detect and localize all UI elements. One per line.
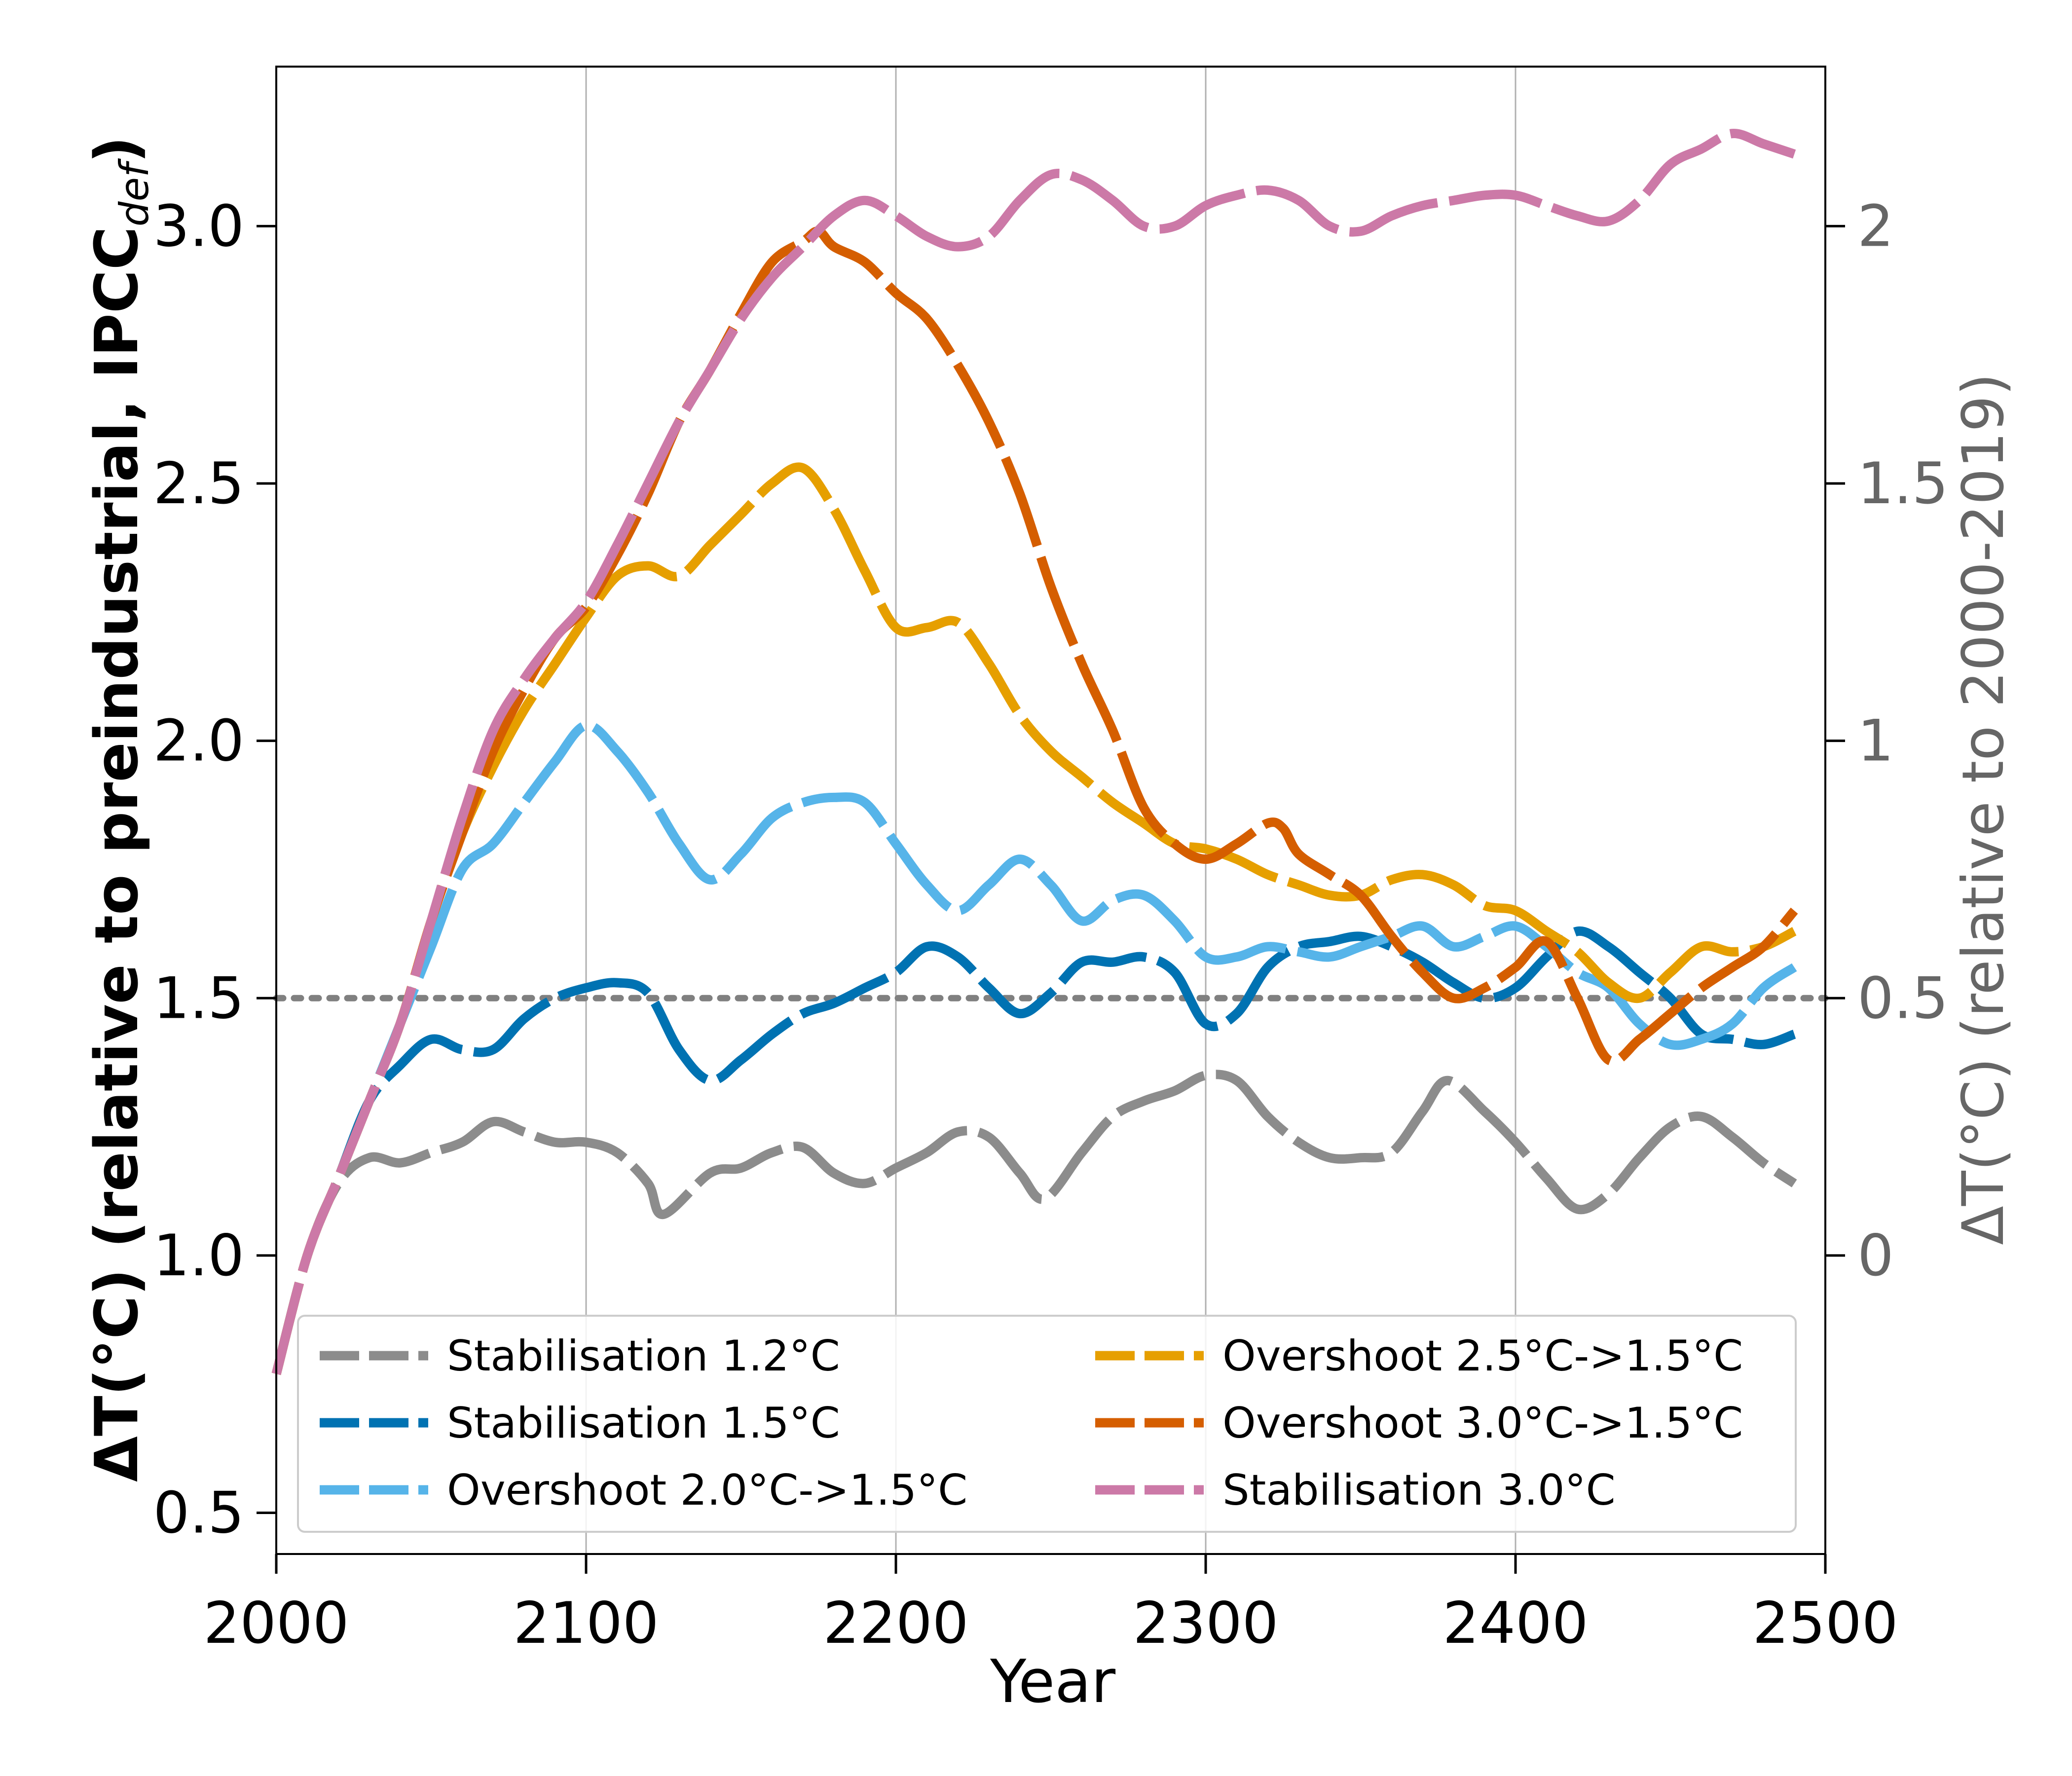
y-right-axis-ticks: 0 0.5 1 1.5 2 xyxy=(1825,193,1948,1289)
legend-label: Overshoot 3.0°C->1.5°C xyxy=(1222,1399,1743,1448)
y-left-tick-label: 1.0 xyxy=(153,1222,244,1289)
x-axis-ticks: 2000 2100 2200 2300 2400 2500 xyxy=(203,1554,1898,1657)
y-left-tick-label: 3.0 xyxy=(153,193,244,259)
plot-frame xyxy=(275,66,1826,1555)
y-right-axis-label: ΔT(°C) (relative to 2000-2019) xyxy=(1950,373,2017,1245)
y-left-tick-label: 0.5 xyxy=(153,1480,244,1547)
legend-label: Overshoot 2.5°C->1.5°C xyxy=(1222,1332,1743,1381)
legend-box xyxy=(297,1315,1797,1533)
y-left-tick-label: 2.0 xyxy=(153,708,244,775)
x-tick-label: 2200 xyxy=(823,1590,968,1657)
y-left-tick-label: 1.5 xyxy=(153,965,244,1032)
x-tick-label: 2500 xyxy=(1752,1590,1898,1657)
x-axis-label: Year xyxy=(990,1648,1116,1716)
y-left-axis-label: ΔT(°C) (relative to preindustrial, IPCCd… xyxy=(83,136,157,1482)
legend-label: Stabilisation 1.5°C xyxy=(447,1399,840,1448)
y-right-tick-label: 2 xyxy=(1857,193,1894,259)
grid xyxy=(585,67,1517,1554)
x-tick-label: 2100 xyxy=(513,1590,659,1657)
x-tick-label: 2000 xyxy=(203,1590,349,1657)
x-tick-label: 2400 xyxy=(1443,1590,1588,1657)
y-right-tick-label: 1 xyxy=(1857,708,1894,775)
legend-label: Stabilisation 1.2°C xyxy=(447,1332,840,1381)
legend-label: Stabilisation 3.0°C xyxy=(1222,1466,1616,1515)
y-left-axis-ticks: 0.5 1.0 1.5 2.0 2.5 3.0 xyxy=(153,193,276,1547)
series-line-1 xyxy=(271,1070,1797,1375)
y-left-tick-label: 2.5 xyxy=(153,450,244,517)
y-right-tick-label: 0.5 xyxy=(1857,965,1948,1032)
legend-label: Overshoot 2.0°C->1.5°C xyxy=(447,1466,967,1515)
series-line-2 xyxy=(271,926,1796,1375)
series-line-4 xyxy=(271,462,1797,1375)
series-line-6 xyxy=(271,129,1796,1375)
y-right-tick-label: 0 xyxy=(1857,1222,1894,1289)
legend: Stabilisation 1.2°C Stabilisation 1.5°C Ov… xyxy=(297,1315,1797,1533)
series-line-3 xyxy=(271,720,1797,1375)
y-right-tick-label: 1.5 xyxy=(1857,450,1948,517)
x-tick-label: 2300 xyxy=(1133,1590,1278,1657)
series-line-5 xyxy=(271,226,1798,1375)
series-layer xyxy=(271,129,1798,1375)
